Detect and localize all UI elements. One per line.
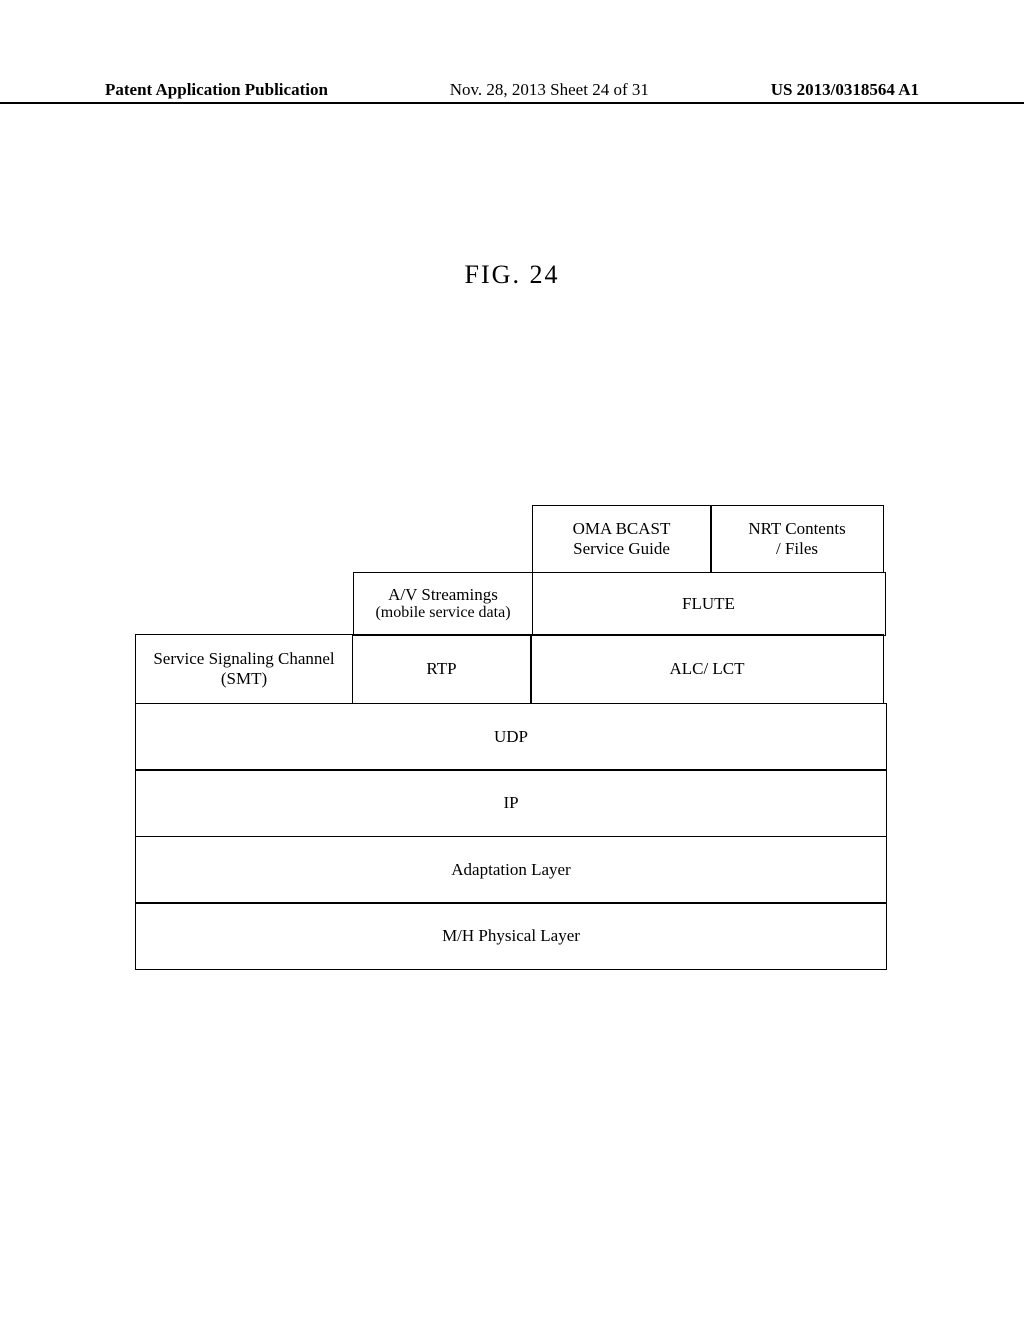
cell-text: OMA BCAST — [573, 519, 671, 539]
alc-lct-cell: ALC/ LCT — [530, 634, 884, 704]
cell-text: (SMT) — [221, 669, 267, 689]
empty-cell — [353, 505, 533, 573]
cell-text: UDP — [494, 727, 528, 747]
ip-cell: IP — [135, 769, 887, 837]
cell-text: Service Signaling Channel — [153, 649, 334, 669]
service-signaling-cell: Service Signaling Channel (SMT) — [135, 634, 353, 704]
protocol-stack-diagram: OMA BCAST Service Guide NRT Contents / F… — [135, 505, 887, 970]
av-streamings-cell: A/V Streamings (mobile service data) — [353, 572, 533, 636]
header-publication: Patent Application Publication — [105, 80, 328, 100]
header-date-sheet: Nov. 28, 2013 Sheet 24 of 31 — [450, 80, 649, 100]
header-patent-number: US 2013/0318564 A1 — [771, 80, 919, 100]
cell-text: / Files — [776, 539, 818, 559]
empty-cell — [135, 505, 353, 573]
flute-cell: FLUTE — [532, 572, 886, 636]
rtp-cell: RTP — [352, 634, 532, 704]
cell-text: Service Guide — [573, 539, 670, 559]
cell-text: IP — [503, 793, 518, 813]
empty-cell — [135, 573, 353, 636]
cell-text: M/H Physical Layer — [442, 926, 580, 946]
oma-bcast-cell: OMA BCAST Service Guide — [532, 505, 712, 573]
cell-text: A/V Streamings — [388, 585, 498, 605]
adaptation-layer-cell: Adaptation Layer — [135, 836, 887, 904]
physical-layer-cell: M/H Physical Layer — [135, 902, 887, 970]
cell-text: NRT Contents — [748, 519, 845, 539]
patent-header: Patent Application Publication Nov. 28, … — [0, 80, 1024, 104]
figure-title: FIG. 24 — [465, 260, 560, 290]
cell-text: FLUTE — [682, 594, 735, 614]
nrt-contents-cell: NRT Contents / Files — [710, 505, 884, 573]
cell-text: Adaptation Layer — [451, 860, 570, 880]
cell-text: ALC/ LCT — [669, 659, 744, 679]
cell-text: (mobile service data) — [375, 604, 510, 622]
udp-cell: UDP — [135, 703, 887, 771]
cell-text: RTP — [426, 659, 456, 679]
